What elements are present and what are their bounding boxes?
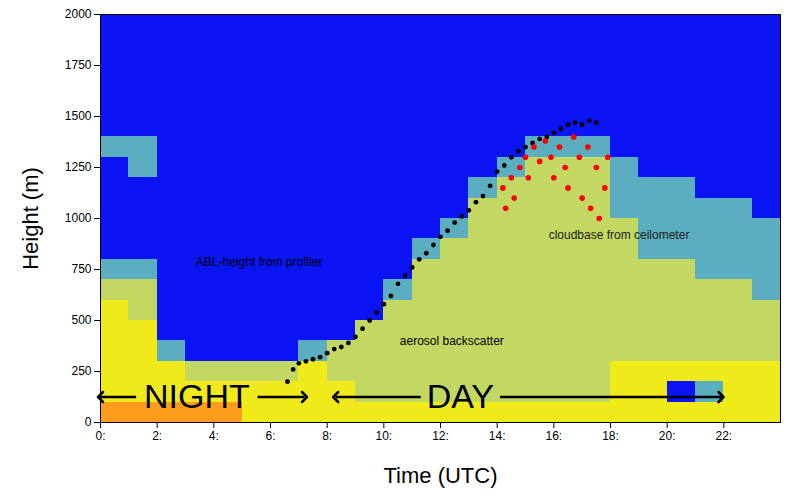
svg-text:20:: 20: xyxy=(659,429,676,443)
svg-text:1750: 1750 xyxy=(65,58,92,72)
svg-text:14:: 14: xyxy=(489,429,506,443)
svg-text:18:: 18: xyxy=(602,429,619,443)
svg-text:0:: 0: xyxy=(95,429,105,443)
svg-text:1500: 1500 xyxy=(65,109,92,123)
svg-text:1000: 1000 xyxy=(65,211,92,225)
svg-text:10:: 10: xyxy=(375,429,392,443)
svg-text:4:: 4: xyxy=(209,429,219,443)
svg-text:2:: 2: xyxy=(152,429,162,443)
svg-text:8:: 8: xyxy=(322,429,332,443)
svg-text:DAY: DAY xyxy=(427,377,494,415)
svg-text:250: 250 xyxy=(71,364,91,378)
svg-text:750: 750 xyxy=(71,262,91,276)
svg-text:Time (UTC): Time (UTC) xyxy=(383,463,497,488)
svg-text:1250: 1250 xyxy=(65,160,92,174)
svg-text:0: 0 xyxy=(85,415,92,429)
svg-text:6:: 6: xyxy=(265,429,275,443)
svg-text:aerosol backscatter: aerosol backscatter xyxy=(400,334,504,348)
svg-text:12:: 12: xyxy=(432,429,449,443)
svg-text:cloudbase from ceilometer: cloudbase from ceilometer xyxy=(549,228,690,242)
svg-text:2000: 2000 xyxy=(65,7,92,21)
svg-text:16:: 16: xyxy=(545,429,562,443)
svg-text:22:: 22: xyxy=(715,429,732,443)
svg-text:NIGHT: NIGHT xyxy=(144,377,250,415)
svg-text:Height (m): Height (m) xyxy=(18,167,43,270)
svg-text:ABL-height from profiler: ABL-height from profiler xyxy=(196,255,323,269)
svg-text:500: 500 xyxy=(71,313,91,327)
